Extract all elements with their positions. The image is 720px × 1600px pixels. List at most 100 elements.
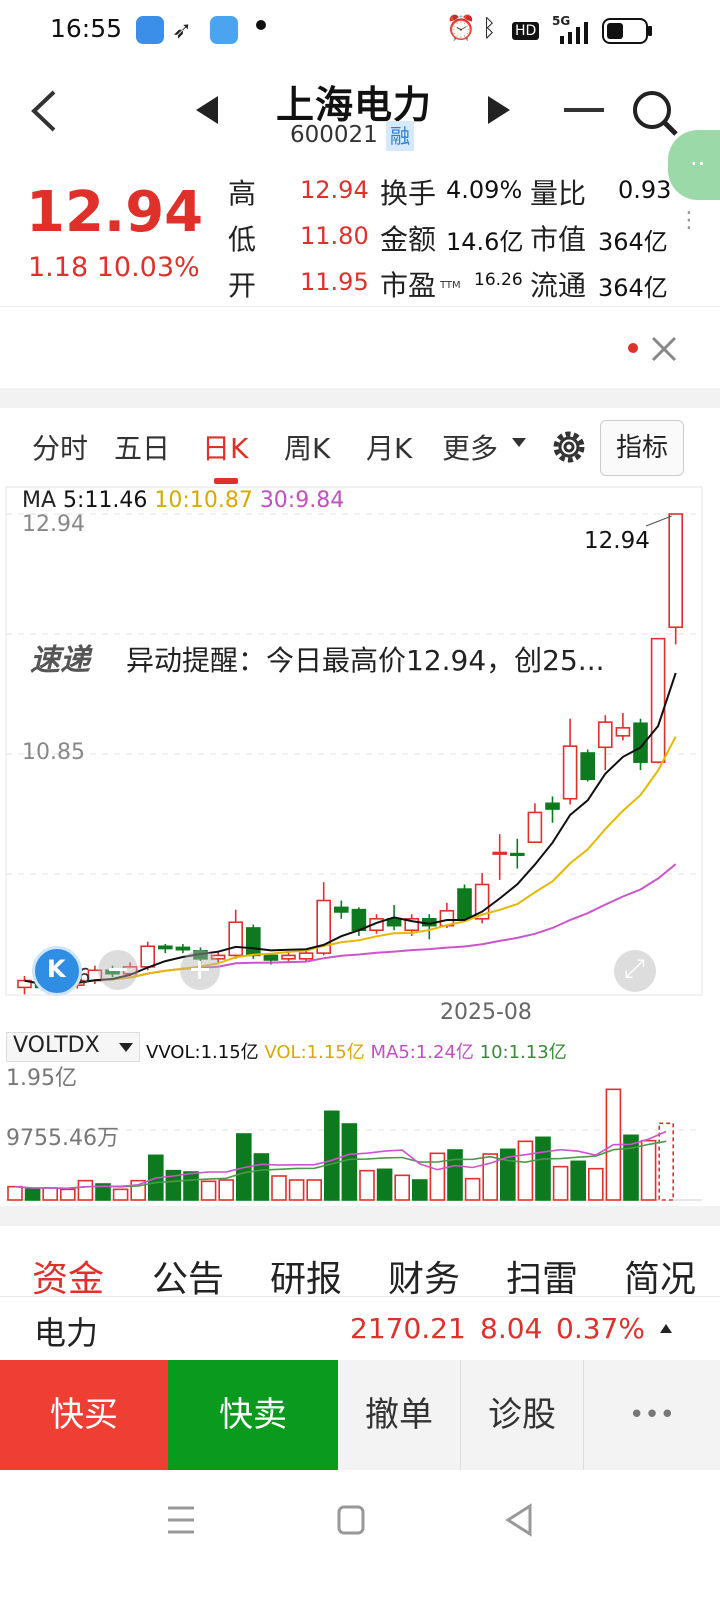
volume-bar <box>429 1152 446 1201</box>
tab-research[interactable]: 研报 <box>270 1259 343 1300</box>
candle <box>17 975 32 995</box>
candle-body <box>17 979 32 989</box>
candle-body <box>509 852 525 857</box>
volume-bar <box>112 1188 129 1201</box>
max-price-annotation: 12.94 <box>584 528 650 554</box>
volume-bar <box>411 1179 428 1201</box>
candle-body <box>668 513 684 629</box>
volume-bar <box>77 1179 94 1201</box>
minus-icon <box>109 968 127 971</box>
vvol-legend: VVOL:1.15亿 <box>146 1042 259 1063</box>
search-icon[interactable] <box>630 88 680 138</box>
volume-bar <box>183 1171 199 1201</box>
tab-funds[interactable]: 资金 <box>32 1259 105 1300</box>
volume-bar <box>165 1169 182 1201</box>
home-nav-icon[interactable] <box>336 1500 366 1540</box>
ma-legend: MA 5:11.46 10:10.87 30:9.84 <box>22 488 344 513</box>
candle-body <box>545 802 560 810</box>
tab-monthly-k[interactable]: 月K <box>366 432 413 465</box>
pe-value: 16.26 <box>474 270 523 290</box>
candlestick-chart[interactable] <box>0 486 720 1026</box>
zoom-out-button[interactable] <box>98 950 138 990</box>
fullscreen-button[interactable]: ⤢ <box>614 950 656 992</box>
candle-body <box>650 637 666 763</box>
status-bar: 16:55 ➶ ⏰ ᛒ HD 5G <box>0 0 720 64</box>
sector-value: 2170.21 <box>350 1312 466 1345</box>
minimize-icon[interactable] <box>564 108 604 112</box>
volume-bar <box>7 1185 23 1201</box>
volume-indicator-name: VOLTDX <box>13 1033 100 1058</box>
section-gap <box>0 1206 720 1226</box>
candle <box>228 909 243 959</box>
ma-legend-label: MA <box>22 488 57 513</box>
zoom-in-button[interactable] <box>180 950 220 990</box>
volume-legend: VVOL:1.15亿 VOL:1.15亿 MA5:1.24亿 10:1.13亿 <box>146 1038 567 1064</box>
candle-body <box>246 927 261 957</box>
unread-dot <box>628 343 638 353</box>
diagnose-stock-button[interactable]: 诊股 <box>461 1360 584 1470</box>
volume-bar <box>464 1177 481 1201</box>
tab-five-day[interactable]: 五日 <box>114 432 171 465</box>
volume-bar <box>323 1110 340 1201</box>
volume-bar <box>95 1183 111 1201</box>
close-icon[interactable] <box>650 335 678 363</box>
k-assistant-button[interactable]: K <box>32 946 82 996</box>
next-stock-icon[interactable] <box>486 94 512 126</box>
volume-chart[interactable] <box>0 1060 720 1205</box>
back-nav-icon[interactable] <box>504 1500 534 1540</box>
candle <box>562 718 578 805</box>
pe-ttm-sub: TTM <box>440 280 461 291</box>
sector-name: 电力 <box>34 1314 99 1352</box>
prev-stock-icon[interactable] <box>194 94 220 126</box>
tab-profile[interactable]: 简况 <box>624 1259 697 1300</box>
volume-indicator-selector[interactable]: VOLTDX <box>6 1032 140 1062</box>
tab-risk-scan[interactable]: 扫雷 <box>506 1259 579 1300</box>
volume-bar <box>218 1179 234 1201</box>
settings-gear-icon[interactable] <box>550 428 588 466</box>
signal-icon <box>560 22 588 44</box>
ma30-legend: 30:9.84 <box>259 488 345 513</box>
candle <box>175 943 191 954</box>
sector-row[interactable]: 电力 2170.21 8.04 0.37% <box>0 1298 720 1360</box>
tab-weekly-k[interactable]: 周K <box>284 432 331 465</box>
tab-daily-k[interactable]: 日K <box>202 432 249 465</box>
floating-assistant-button[interactable]: ·· <box>668 130 720 200</box>
candle-body <box>281 954 296 960</box>
more-vertical-icon[interactable]: ⋮ <box>678 208 700 233</box>
news-logo: 速递 <box>30 643 90 678</box>
chevron-up-icon[interactable] <box>660 1324 672 1334</box>
candle-body <box>404 918 420 932</box>
candle <box>580 749 596 782</box>
stock-name: 上海电力 <box>276 83 433 127</box>
low-label: 低 <box>228 223 257 256</box>
volume-bar <box>482 1153 499 1201</box>
tab-more[interactable]: 更多 <box>442 432 499 465</box>
sector-change-pct: 0.37% <box>556 1312 645 1345</box>
news-ticker[interactable]: 速递 异动提醒：今日最高价12.94，创25... <box>0 307 720 678</box>
tab-announcements[interactable]: 公告 <box>152 1259 225 1300</box>
quick-buy-button[interactable]: 快买 <box>0 1360 168 1470</box>
cancel-order-button[interactable]: 撤单 <box>338 1360 461 1470</box>
expand-icon: ⤢ <box>624 954 645 984</box>
indicator-button[interactable]: 指标 <box>600 420 684 476</box>
quick-sell-button[interactable]: 快卖 <box>168 1360 338 1470</box>
tab-intraday[interactable]: 分时 <box>32 432 89 465</box>
float-cap-value: 364亿 <box>598 274 668 302</box>
volume-y-mid: 9755.46万 <box>6 1126 119 1151</box>
back-arrow-icon[interactable] <box>28 88 60 134</box>
volume-ratio-label: 量比 <box>530 177 587 210</box>
candle <box>158 943 173 954</box>
more-actions-button[interactable]: ••• <box>584 1360 720 1470</box>
volume-bar <box>253 1153 270 1201</box>
candle <box>457 884 472 922</box>
volume-bar <box>200 1180 217 1201</box>
tab-finance[interactable]: 财务 <box>388 1259 461 1300</box>
ma10-legend: 10:10.87 <box>154 488 253 513</box>
active-tab-indicator <box>214 478 238 484</box>
volume-bar <box>535 1136 551 1201</box>
candle <box>633 718 648 771</box>
candle <box>316 882 332 956</box>
menu-nav-icon[interactable] <box>166 1500 196 1540</box>
k-logo-icon: K <box>47 955 66 983</box>
divider <box>0 306 720 307</box>
